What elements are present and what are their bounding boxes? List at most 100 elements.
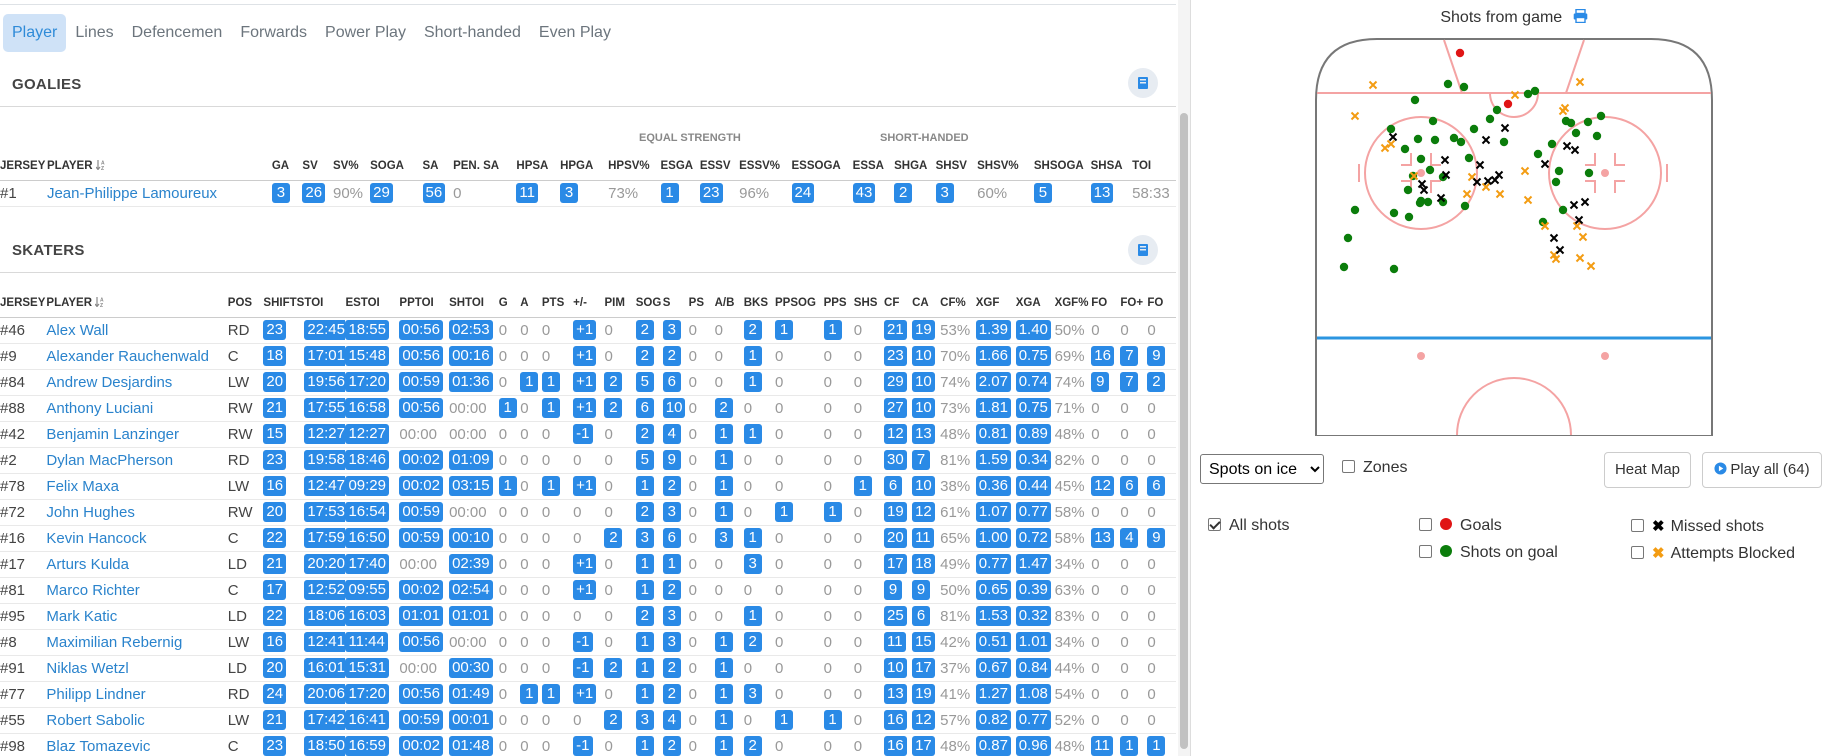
shot-on-goal-mark[interactable] bbox=[1485, 114, 1495, 124]
shot-on-goal-mark[interactable] bbox=[1403, 185, 1413, 195]
stat-badge[interactable]: 4 bbox=[1120, 528, 1139, 548]
stat-badge[interactable]: 23 bbox=[884, 346, 907, 366]
stat-badge[interactable]: 15:48 bbox=[345, 346, 389, 366]
stat-badge[interactable]: 1 bbox=[662, 554, 681, 574]
sog-checkbox[interactable] bbox=[1419, 545, 1432, 558]
tab-defencemen[interactable]: Defencemen bbox=[131, 24, 223, 41]
blocked-attempt-mark[interactable] bbox=[1575, 77, 1585, 87]
missed-shot-mark[interactable] bbox=[1570, 145, 1580, 155]
stat-badge[interactable]: 26 bbox=[302, 183, 326, 203]
stat-badge[interactable]: 10 bbox=[912, 398, 935, 418]
stat-badge[interactable]: 17:59 bbox=[304, 528, 346, 548]
stat-badge[interactable]: 00:56 bbox=[399, 684, 443, 704]
stat-badge[interactable]: 1.07 bbox=[975, 502, 1011, 522]
stat-badge[interactable]: 11 bbox=[912, 528, 934, 548]
stat-badge[interactable]: 16:50 bbox=[345, 528, 389, 548]
goalies-export-button[interactable] bbox=[1128, 68, 1158, 98]
shot-on-goal-mark[interactable] bbox=[1584, 168, 1594, 178]
stat-badge[interactable]: 09:55 bbox=[345, 580, 389, 600]
stat-badge[interactable]: 18:46 bbox=[345, 450, 389, 470]
shot-on-goal-mark[interactable] bbox=[1492, 105, 1502, 115]
player-name-link[interactable]: John Hughes bbox=[46, 499, 228, 526]
stat-badge[interactable]: 2 bbox=[894, 183, 913, 203]
stat-badge[interactable]: 01:01 bbox=[399, 606, 443, 626]
stat-badge[interactable]: 0.34 bbox=[1015, 450, 1051, 470]
stat-badge[interactable]: 2 bbox=[662, 684, 681, 704]
stat-badge[interactable]: 2 bbox=[635, 320, 654, 340]
stat-badge[interactable]: 00:56 bbox=[399, 632, 443, 652]
stat-badge[interactable]: 1 bbox=[823, 710, 842, 730]
stat-badge[interactable]: 17:20 bbox=[345, 372, 389, 392]
stat-badge[interactable]: 17:01 bbox=[304, 346, 346, 366]
stat-badge[interactable]: 7 bbox=[1120, 346, 1139, 366]
printer-icon[interactable] bbox=[1573, 8, 1588, 24]
stat-badge[interactable]: 0.77 bbox=[1015, 502, 1051, 522]
stat-badge[interactable]: 1 bbox=[775, 710, 793, 730]
stat-badge[interactable]: +1 bbox=[573, 684, 597, 704]
stat-badge[interactable]: 1 bbox=[520, 684, 539, 704]
stat-badge[interactable]: 6 bbox=[662, 372, 681, 392]
stat-badge[interactable]: 11 bbox=[884, 632, 906, 652]
stat-badge[interactable]: 00:02 bbox=[399, 450, 443, 470]
stat-badge[interactable]: 1 bbox=[635, 632, 654, 652]
shot-on-goal-mark[interactable] bbox=[1416, 154, 1426, 164]
stat-badge[interactable]: 01:49 bbox=[449, 684, 493, 704]
stat-badge[interactable]: 27 bbox=[884, 398, 907, 418]
shot-on-goal-mark[interactable] bbox=[1425, 165, 1435, 175]
stat-badge[interactable]: 2 bbox=[635, 346, 654, 366]
missed-shot-mark[interactable] bbox=[1419, 185, 1429, 195]
stat-badge[interactable]: -1 bbox=[573, 424, 593, 444]
stat-badge[interactable]: 13 bbox=[912, 424, 935, 444]
shot-on-goal-mark[interactable] bbox=[1583, 117, 1593, 127]
stat-badge[interactable]: 18:50 bbox=[304, 736, 346, 756]
stat-badge[interactable]: 11 bbox=[1091, 736, 1113, 756]
stat-badge[interactable]: 0.39 bbox=[1015, 580, 1051, 600]
goals-toggle[interactable]: Goals bbox=[1419, 517, 1502, 535]
stat-badge[interactable]: 17 bbox=[912, 658, 935, 678]
stat-badge[interactable]: 1 bbox=[714, 502, 733, 522]
heat-map-button[interactable]: Heat Map bbox=[1604, 452, 1691, 488]
stat-badge[interactable]: +1 bbox=[573, 320, 597, 340]
missed-shot-mark[interactable] bbox=[1483, 176, 1493, 186]
shot-on-goal-mark[interactable] bbox=[1386, 124, 1396, 134]
stat-badge[interactable]: 17:42 bbox=[304, 710, 346, 730]
stat-badge[interactable]: 11:44 bbox=[345, 632, 388, 652]
stat-badge[interactable]: 1.53 bbox=[975, 606, 1011, 626]
stat-badge[interactable]: 15 bbox=[912, 632, 935, 652]
stat-badge[interactable]: 1 bbox=[714, 476, 733, 496]
stat-badge[interactable]: -1 bbox=[573, 658, 593, 678]
shot-on-goal-mark[interactable] bbox=[1469, 124, 1479, 134]
stat-badge[interactable]: 1.66 bbox=[975, 346, 1011, 366]
missed-shot-mark[interactable] bbox=[1388, 132, 1398, 142]
stat-badge[interactable]: 3 bbox=[662, 632, 681, 652]
stat-badge[interactable]: 19 bbox=[884, 502, 907, 522]
shot-on-goal-mark[interactable] bbox=[1449, 133, 1459, 143]
shot-on-goal-mark[interactable] bbox=[1464, 153, 1474, 163]
stat-badge[interactable]: 1.27 bbox=[975, 684, 1011, 704]
blocked-attempt-mark[interactable] bbox=[1409, 171, 1419, 181]
blocked-attempt-mark[interactable] bbox=[1350, 111, 1360, 121]
stat-badge[interactable]: 2 bbox=[604, 710, 623, 730]
stat-badge[interactable]: 18:55 bbox=[345, 320, 389, 340]
stat-badge[interactable]: 9 bbox=[1147, 346, 1166, 366]
stat-badge[interactable]: 20 bbox=[884, 528, 907, 548]
shot-on-goal-mark[interactable] bbox=[1350, 205, 1360, 215]
stat-badge[interactable]: 16:54 bbox=[345, 502, 389, 522]
blocked-attempt-mark[interactable] bbox=[1481, 182, 1491, 192]
view-select[interactable]: Spots on ice bbox=[1200, 454, 1324, 484]
stat-badge[interactable]: 12 bbox=[912, 502, 935, 522]
player-name-link[interactable]: Felix Maxa bbox=[46, 473, 228, 500]
stat-badge[interactable]: 29 bbox=[884, 372, 907, 392]
stat-badge[interactable]: 2 bbox=[662, 658, 681, 678]
missed-shot-mark[interactable] bbox=[1481, 135, 1491, 145]
stat-badge[interactable]: 9 bbox=[1091, 372, 1110, 392]
blocked-attempt-mark[interactable] bbox=[1510, 90, 1520, 100]
shot-on-goal-mark[interactable] bbox=[1558, 205, 1568, 215]
shot-on-goal-mark[interactable] bbox=[1415, 198, 1425, 208]
stat-badge[interactable]: 0.51 bbox=[975, 632, 1011, 652]
missed-shot-mark[interactable] bbox=[1417, 179, 1427, 189]
stat-badge[interactable]: 12:47 bbox=[304, 476, 346, 496]
stat-badge[interactable]: 1.01 bbox=[1015, 632, 1051, 652]
stat-badge[interactable]: 29 bbox=[370, 183, 393, 203]
